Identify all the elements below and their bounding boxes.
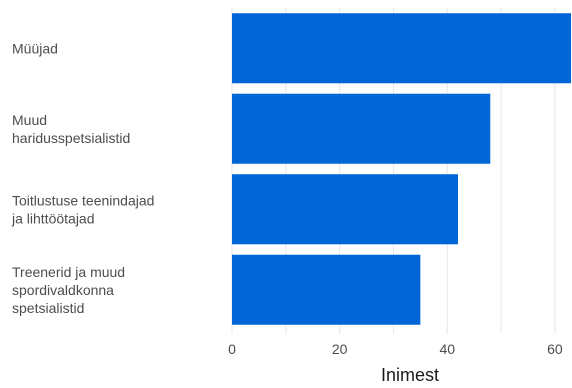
x-tick-label: 0 [228,341,236,357]
category-label: Toitlustuse teenindajad ja lihttöötajad [11,192,154,226]
x-tick-label: 40 [439,341,455,357]
bar [232,174,458,245]
bars [232,13,571,325]
category-label: Treenerid ja muud spordivaldkonna spetsial… [12,264,125,316]
x-axis-title: Inimest [381,365,439,385]
category-label: Müüjad [12,40,58,56]
x-tick-label: 60 [547,341,563,357]
bar [232,254,421,325]
category-labels: Müüjad Muud haridusspetsialistid Toitlustus… [11,40,154,316]
bar [232,13,571,84]
x-tick-label: 20 [332,341,348,357]
x-tick-labels: 0 20 40 60 [228,341,563,357]
bar [232,93,491,164]
category-label: Muud haridusspetsialistid [12,112,130,146]
